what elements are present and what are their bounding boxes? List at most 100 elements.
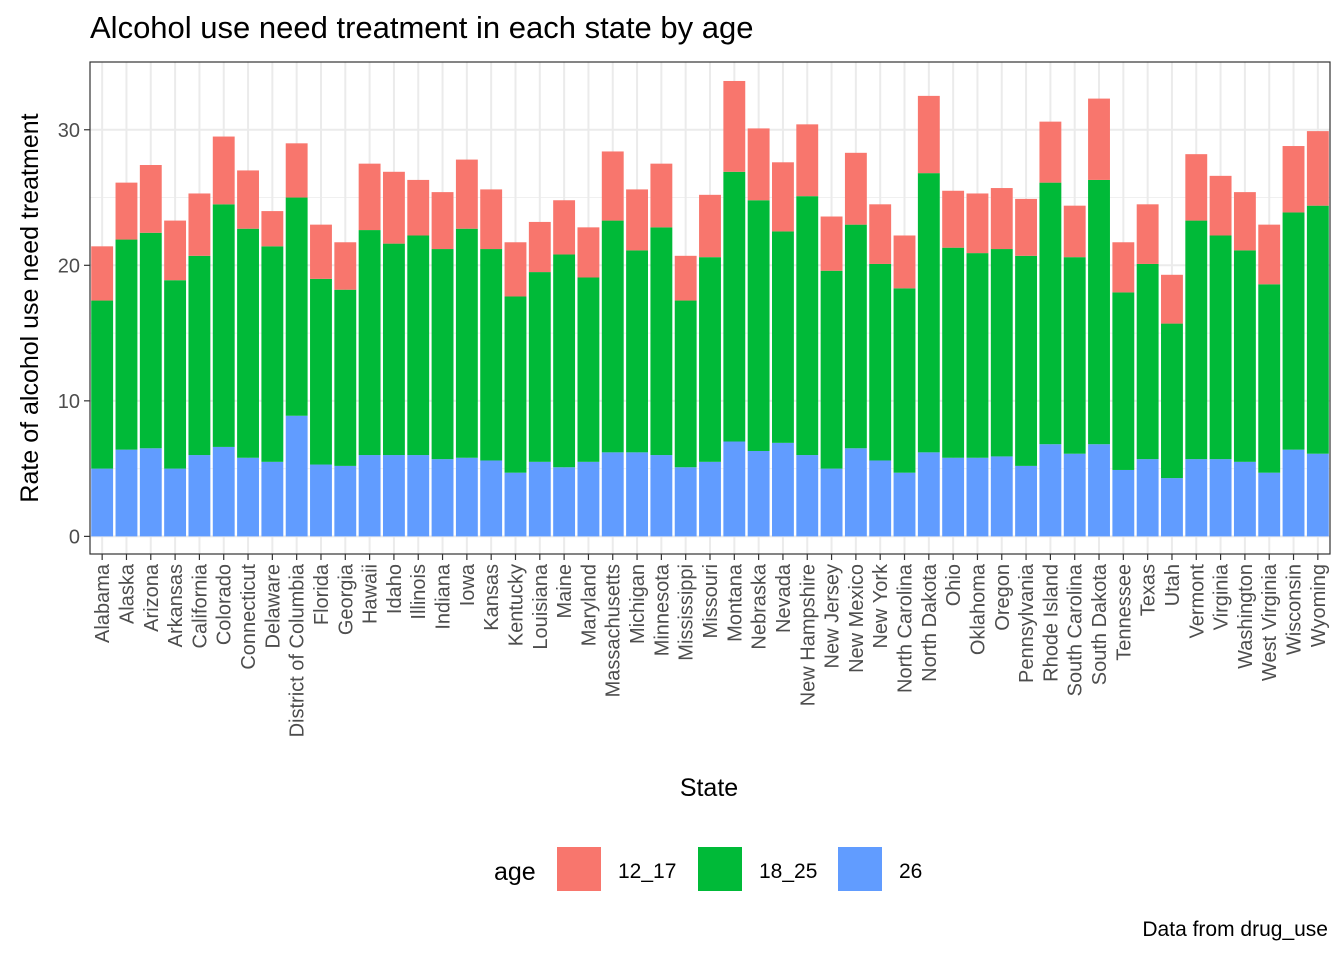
bar-segment-12_17 <box>334 242 357 290</box>
bar-stack-north-dakota <box>917 95 940 537</box>
x-axis: Alabama Alaska Arizona Arkansas California Co… <box>92 554 1330 737</box>
y-tick-label: 10 <box>58 391 80 413</box>
bar-stack-tennessee <box>1112 242 1135 537</box>
bar-stack-oregon <box>990 188 1013 537</box>
bar-segment-12_17 <box>747 128 770 201</box>
bar-segment-12_17 <box>1015 198 1038 256</box>
bar-segment-12_17 <box>139 165 162 233</box>
bar-stack-florida <box>310 224 332 537</box>
y-tick-label: 20 <box>58 255 80 277</box>
bar-segment-18_25 <box>553 254 576 468</box>
bar-segment-18_25 <box>1258 284 1281 473</box>
bar-stack-kentucky <box>504 242 527 537</box>
x-tick-label: Massachusetts <box>603 564 625 697</box>
bar-segment-12_17 <box>796 124 819 197</box>
bar-segment-26 <box>1209 459 1232 537</box>
bar-stack-west-virginia <box>1258 224 1281 537</box>
x-axis-label: State <box>680 774 738 802</box>
bar-stack-north-carolina <box>893 235 916 537</box>
bar-segment-26 <box>164 468 187 537</box>
x-tick-label: Oregon <box>992 564 1014 631</box>
bar-segment-18_25 <box>844 224 867 449</box>
bar-stack-louisiana <box>528 221 551 537</box>
bar-segment-26 <box>310 464 332 537</box>
x-tick-label: West Virginia <box>1259 563 1281 681</box>
bar-segment-18_25 <box>1112 292 1135 470</box>
bar-segment-18_25 <box>115 239 138 450</box>
bar-segment-12_17 <box>528 221 551 273</box>
x-tick-label: Indiana <box>433 563 455 629</box>
bar-stack-massachusetts <box>601 151 624 537</box>
x-tick-label: Colorado <box>214 564 236 645</box>
bar-segment-26 <box>796 455 819 537</box>
x-tick-label: Washington <box>1235 564 1257 669</box>
x-tick-label: New Hampshire <box>797 564 819 706</box>
x-tick-label: Rhode Island <box>1040 564 1062 682</box>
bar-segment-18_25 <box>1209 235 1232 460</box>
bar-segment-12_17 <box>990 188 1013 250</box>
bar-segment-12_17 <box>553 200 576 255</box>
x-tick-label: Georgia <box>335 563 357 635</box>
bar-segment-18_25 <box>334 289 357 466</box>
chart-title: Alcohol use need treatment in each state… <box>90 10 754 45</box>
bar-stack-hawaii <box>358 163 381 537</box>
bar-segment-18_25 <box>699 257 721 462</box>
y-tick-label: 0 <box>69 526 80 548</box>
bar-segment-12_17 <box>455 159 478 229</box>
bar-segment-12_17 <box>407 179 430 236</box>
bar-segment-18_25 <box>796 196 819 456</box>
bar-segment-12_17 <box>1161 274 1183 324</box>
legend-swatch <box>838 847 882 891</box>
bar-segment-18_25 <box>91 300 114 469</box>
bar-segment-18_25 <box>285 197 308 416</box>
bar-segment-12_17 <box>1209 175 1232 236</box>
bar-stack-vermont <box>1185 154 1208 537</box>
bar-stack-rhode-island <box>1039 121 1062 537</box>
x-tick-label: Arizona <box>141 563 163 632</box>
bar-segment-12_17 <box>966 193 989 254</box>
bar-segment-12_17 <box>869 204 892 264</box>
bar-segment-26 <box>139 448 162 537</box>
bar-segment-12_17 <box>844 152 867 225</box>
bar-segment-18_25 <box>626 250 648 453</box>
bar-segment-18_25 <box>942 247 965 458</box>
legend-item-26: 26 <box>838 847 922 891</box>
bar-segment-26 <box>674 467 697 537</box>
bar-segment-12_17 <box>358 163 381 231</box>
bar-segment-26 <box>1185 459 1208 537</box>
bar-stack-georgia <box>334 242 357 537</box>
bar-segment-18_25 <box>455 228 478 458</box>
bar-segment-26 <box>1136 459 1159 537</box>
bar-segment-26 <box>261 461 284 537</box>
bar-segment-26 <box>285 415 308 537</box>
bar-segment-18_25 <box>917 173 940 453</box>
bar-segment-12_17 <box>1112 242 1135 293</box>
bar-segment-18_25 <box>310 278 332 465</box>
bar-segment-18_25 <box>893 288 916 473</box>
bar-stack-iowa <box>455 159 478 537</box>
bar-segment-26 <box>407 455 430 537</box>
x-tick-label: South Carolina <box>1065 563 1087 696</box>
x-tick-label: Maryland <box>578 564 600 646</box>
bar-segment-12_17 <box>723 80 746 172</box>
bar-stack-nebraska <box>747 128 770 537</box>
bar-stack-nevada <box>772 162 794 537</box>
bar-stack-wisconsin <box>1282 146 1305 537</box>
bar-segment-26 <box>747 450 770 537</box>
bar-segment-18_25 <box>504 296 527 473</box>
bar-segment-18_25 <box>674 300 697 468</box>
bar-segment-26 <box>1258 472 1281 537</box>
bar-segment-18_25 <box>1306 205 1329 454</box>
bar-stack-utah <box>1161 274 1183 537</box>
bar-segment-18_25 <box>1136 263 1159 460</box>
bar-segment-12_17 <box>237 170 259 229</box>
bar-segment-12_17 <box>917 95 940 174</box>
x-tick-label: Nevada <box>773 563 795 633</box>
bar-stack-ohio <box>942 190 965 537</box>
x-tick-label: Vermont <box>1186 564 1208 639</box>
x-tick-label: Minnesota <box>651 563 673 656</box>
bar-segment-18_25 <box>480 249 503 461</box>
bar-segment-18_25 <box>237 228 259 458</box>
bar-segment-12_17 <box>820 216 843 271</box>
x-tick-label: Oklahoma <box>967 563 989 655</box>
